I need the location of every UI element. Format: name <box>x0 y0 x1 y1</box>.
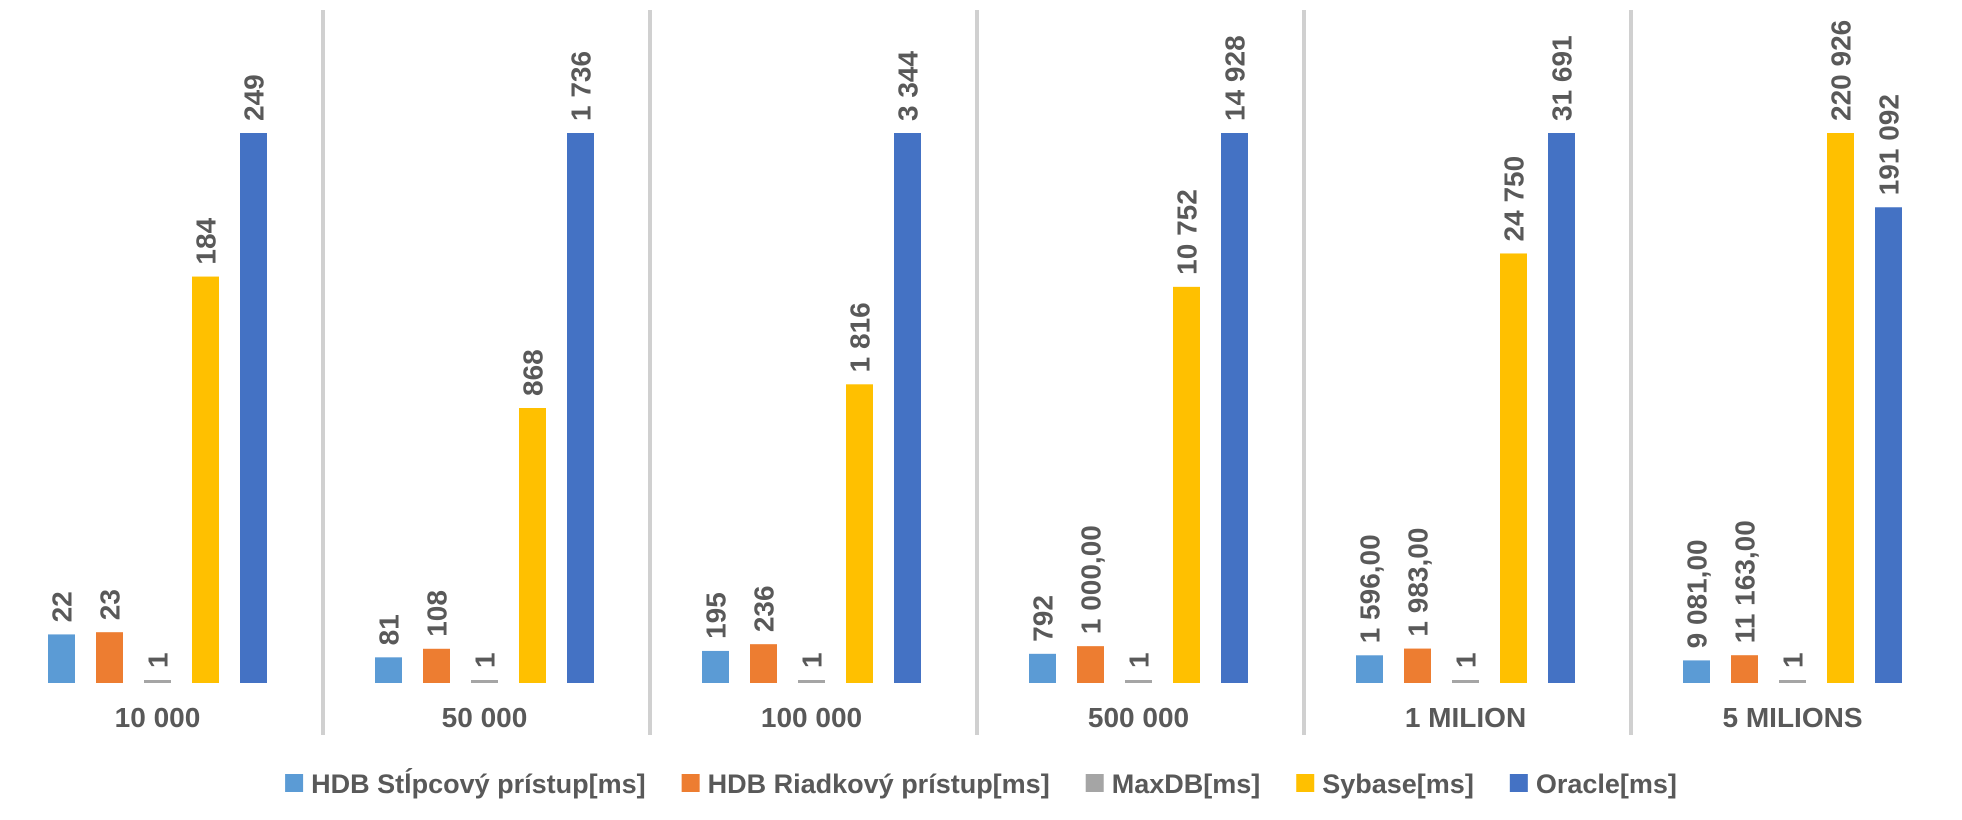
bar <box>750 644 777 683</box>
bar <box>894 133 921 683</box>
data-label: 1 <box>1778 652 1809 668</box>
bar <box>48 634 75 683</box>
data-label: 1 983,00 <box>1403 528 1434 637</box>
data-label: 31 691 <box>1547 35 1578 121</box>
data-label: 1 <box>470 652 501 668</box>
bar <box>1683 660 1710 683</box>
legend-swatch <box>1296 774 1315 792</box>
data-label: 1 <box>797 652 828 668</box>
bar <box>1500 253 1527 683</box>
bar <box>846 384 873 683</box>
legend-label: MaxDB[ms] <box>1112 769 1261 799</box>
bar <box>375 657 402 683</box>
category-label: 10 000 <box>115 702 201 733</box>
category-label: 100 000 <box>761 702 862 733</box>
bar <box>240 133 267 683</box>
legend-swatch <box>1509 774 1528 792</box>
data-label: 81 <box>374 614 405 645</box>
data-label: 1 <box>1124 652 1155 668</box>
data-label: 191 092 <box>1874 94 1905 195</box>
data-label: 9 081,00 <box>1682 539 1713 648</box>
category-labels: 10 000 50 000 100 000 500 000 1 MILION 5 MILI… <box>115 702 1863 733</box>
bar <box>192 276 219 683</box>
data-label: 108 <box>422 590 453 637</box>
data-label: 249 <box>239 74 270 121</box>
data-label: 1 596,00 <box>1355 534 1386 643</box>
bar <box>1077 646 1104 683</box>
bar <box>1029 653 1056 683</box>
category-label: 500 000 <box>1088 702 1189 733</box>
legend-label: HDB Stĺpcový prístup[ms] <box>311 767 646 799</box>
bars <box>48 133 1902 683</box>
category-label: 1 MILION <box>1405 702 1526 733</box>
bar <box>423 648 450 683</box>
bar <box>702 650 729 683</box>
data-label: 24 750 <box>1499 156 1530 242</box>
legend-label: Sybase[ms] <box>1322 769 1474 799</box>
legend-swatch <box>1085 774 1104 792</box>
bar <box>1452 680 1479 683</box>
data-label: 10 752 <box>1172 189 1203 275</box>
data-label: 1 816 <box>845 302 876 372</box>
legend-label: Oracle[ms] <box>1536 769 1677 799</box>
data-label: 792 <box>1028 595 1059 642</box>
data-label: 1 <box>1451 652 1482 668</box>
legend: HDB Stĺpcový prístup[ms] HDB Riadkový prí… <box>285 767 1677 799</box>
bar-labels: 22 23 1 184 249 81 108 1 868 1 736 195 236 1 1 816 3 3… <box>47 20 1905 668</box>
legend-swatch <box>681 774 700 792</box>
bar <box>1827 133 1854 683</box>
legend-swatch <box>285 774 304 792</box>
bar <box>567 133 594 683</box>
panel-separators <box>321 10 1633 735</box>
data-label: 1 000,00 <box>1076 525 1107 634</box>
data-label: 3 344 <box>893 51 924 121</box>
data-label: 1 <box>143 652 174 668</box>
data-label: 23 <box>95 589 126 620</box>
category-label: 50 000 <box>442 702 528 733</box>
data-label: 11 163,00 <box>1730 520 1761 643</box>
bar <box>1173 286 1200 683</box>
bar <box>1548 133 1575 683</box>
bar <box>1356 655 1383 683</box>
bar <box>1875 207 1902 683</box>
data-label: 1 736 <box>566 51 597 121</box>
bar <box>144 680 171 683</box>
data-label: 14 928 <box>1220 35 1251 121</box>
data-label: 22 <box>47 591 78 622</box>
bar <box>1404 648 1431 683</box>
category-label: 5 MILIONS <box>1722 702 1862 733</box>
data-label: 195 <box>701 592 732 639</box>
bar <box>519 408 546 683</box>
bar <box>1125 680 1152 683</box>
bar <box>1731 655 1758 683</box>
data-label: 236 <box>749 585 780 632</box>
bar <box>1779 680 1806 683</box>
data-label: 220 926 <box>1826 20 1857 121</box>
bar <box>96 632 123 683</box>
bar <box>1221 133 1248 683</box>
legend-label: HDB Riadkový prístup[ms] <box>708 769 1050 799</box>
data-label: 184 <box>191 217 222 264</box>
data-label: 868 <box>518 349 549 396</box>
bar <box>798 680 825 683</box>
bar <box>471 680 498 683</box>
